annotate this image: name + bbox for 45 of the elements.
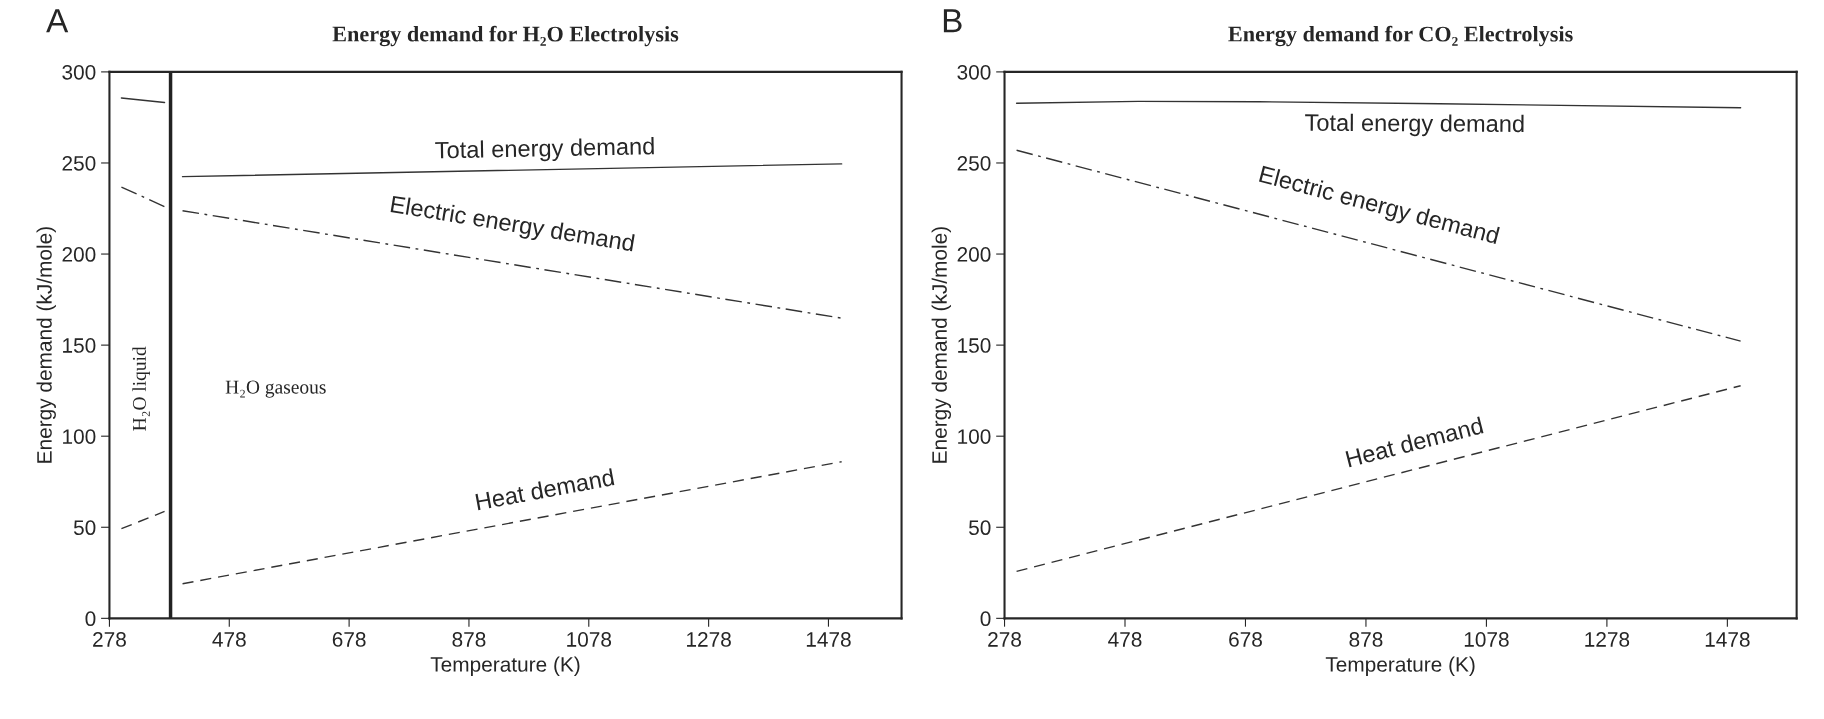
x-axis-title: Temperature (K) xyxy=(1325,656,1475,676)
text: Electric energy demand xyxy=(389,195,635,257)
x-tick-label: 878 xyxy=(1349,632,1383,647)
y-tick-label: 150 xyxy=(958,338,991,353)
text: Electric energy demand xyxy=(1257,165,1500,249)
y-tick-label: 50 xyxy=(969,520,991,536)
y-axis-title: Energy demand (kJ/mole) xyxy=(36,227,56,463)
chart-title: Energy demand for CO₂ Electrolysis xyxy=(1228,25,1573,47)
x-tick-label: 678 xyxy=(332,632,366,647)
y-tick-label: 300 xyxy=(957,64,991,80)
x-tick-label: 678 xyxy=(1229,632,1262,647)
chart-title: Energy demand for H₂O Electrolysis xyxy=(332,25,679,47)
x-tick-label: 478 xyxy=(1108,632,1142,647)
x-tick-label: 878 xyxy=(452,632,486,647)
series-label: Total energy demand xyxy=(435,137,654,164)
series-label: Total energy demand xyxy=(1305,113,1524,137)
y-tick-label: 0 xyxy=(980,611,991,627)
y-axis-title: Energy demand (kJ/mole) xyxy=(931,227,952,463)
annotation: H₂O liquid xyxy=(132,346,150,431)
y-tick-label: 300 xyxy=(62,64,96,80)
y-tick-label: 0 xyxy=(85,611,96,627)
y-tick-label: 50 xyxy=(73,520,96,536)
x-tick-label: 1078 xyxy=(567,632,612,647)
text: Heat demand xyxy=(475,468,615,511)
x-tick-label: 478 xyxy=(212,632,246,647)
x-tick-label: 1278 xyxy=(1585,632,1630,647)
y-tick-label: 250 xyxy=(62,155,96,171)
y-tick-label: 250 xyxy=(957,155,991,171)
x-tick-label: 1278 xyxy=(687,632,731,647)
y-tick-label: 150 xyxy=(63,338,96,353)
x-tick-label: 1478 xyxy=(806,632,851,647)
x-tick-label: 278 xyxy=(988,632,1021,647)
annotation: H₂O gaseous xyxy=(225,380,326,398)
y-tick-label: 100 xyxy=(63,429,96,444)
text: A xyxy=(46,9,69,33)
text: Heat demand xyxy=(1345,416,1484,468)
line-series xyxy=(1015,100,1742,109)
x-tick-label: 1478 xyxy=(1705,632,1750,647)
x-tick-label: 1078 xyxy=(1464,632,1509,647)
y-tick-label: 200 xyxy=(957,247,991,262)
x-axis-title: Temperature (K) xyxy=(430,656,580,676)
text: B xyxy=(943,9,962,33)
x-tick-label: 278 xyxy=(93,632,126,647)
y-tick-label: 100 xyxy=(958,429,991,444)
y-tick-label: 200 xyxy=(62,247,96,262)
